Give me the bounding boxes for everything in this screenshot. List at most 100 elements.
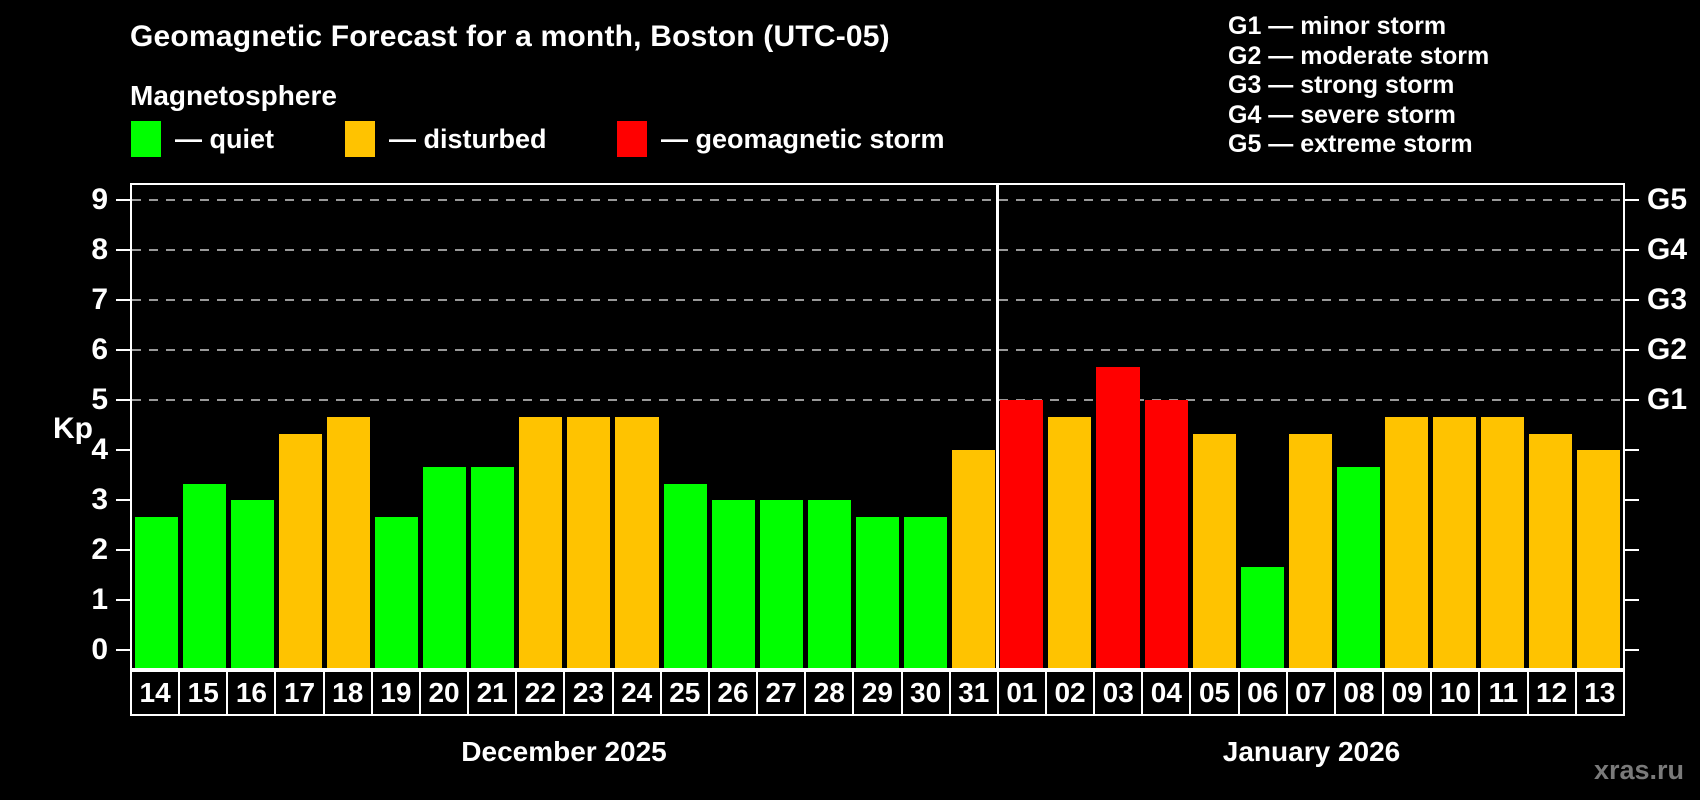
date-cell-27: 27 — [756, 672, 804, 714]
date-cell-14: 14 — [139, 677, 171, 708]
bar-december-17 — [278, 433, 322, 668]
bar-january-02 — [1048, 416, 1092, 668]
quiet-color-swatch — [131, 121, 161, 157]
left-tick-kp8 — [116, 249, 130, 251]
g-scale-line-3: G3 — strong storm — [1228, 71, 1455, 99]
date-cell-13: 13 — [1574, 672, 1623, 714]
bar-january-09 — [1385, 416, 1429, 668]
y-axis-label-1: 1 — [91, 583, 108, 616]
right-tick-kp7 — [1625, 299, 1639, 301]
y-axis-label-9: 9 — [91, 183, 108, 216]
date-cell-06: 06 — [1237, 672, 1286, 714]
right-axis-label-g1: G1 — [1647, 383, 1688, 416]
date-cell-11: 11 — [1478, 672, 1526, 714]
date-cell-15: 15 — [178, 672, 226, 714]
right-axis-label-g4: G4 — [1647, 233, 1688, 266]
right-tick-kp0 — [1625, 649, 1639, 651]
right-axis-label-g3: G3 — [1647, 283, 1688, 316]
date-cell-10: 10 — [1430, 672, 1478, 714]
g-scale-line-5: G5 — extreme storm — [1228, 130, 1473, 158]
left-tick-kp6 — [116, 349, 130, 351]
date-cell-19: 19 — [370, 672, 419, 714]
bar-january-13 — [1577, 450, 1621, 668]
bar-january-03 — [1096, 366, 1140, 668]
bar-january-06 — [1240, 566, 1284, 668]
plot-area — [130, 183, 1625, 670]
right-tick-kp4 — [1625, 449, 1639, 451]
bar-january-04 — [1144, 400, 1188, 668]
state-legend: — quiet — disturbed — geomagnetic storm — [130, 119, 1030, 159]
date-cell-21: 21 — [467, 672, 515, 714]
bar-december-22 — [519, 416, 563, 668]
legend-label-storm: — geomagnetic storm — [661, 123, 945, 154]
bar-december-14 — [134, 516, 178, 668]
date-cell-29: 29 — [852, 672, 900, 714]
date-cell-05: 05 — [1189, 672, 1237, 714]
bar-december-19 — [374, 516, 419, 668]
date-cell-25: 25 — [659, 672, 708, 714]
gridline-kp5 — [132, 399, 1623, 401]
bar-december-21 — [471, 466, 515, 668]
bar-december-28 — [807, 500, 851, 668]
chart-title: Geomagnetic Forecast for a month, Boston… — [130, 20, 890, 53]
bar-december-30 — [904, 516, 948, 668]
watermark: xras.ru — [1593, 755, 1684, 785]
bar-january-11 — [1481, 416, 1525, 668]
date-cell-22: 22 — [515, 672, 563, 714]
right-tick-kp8 — [1625, 249, 1639, 251]
date-cell-09: 09 — [1382, 672, 1430, 714]
storm-color-swatch — [617, 121, 647, 157]
y-axis-label-8: 8 — [91, 233, 108, 266]
right-tick-kp2 — [1625, 549, 1639, 551]
bar-december-24 — [615, 416, 659, 668]
bar-january-05 — [1192, 433, 1236, 668]
month-label-1: December 2025 — [461, 736, 667, 767]
legend-label-quiet: — quiet — [175, 123, 274, 154]
y-axis-title: Kp — [53, 412, 93, 445]
left-tick-kp2 — [116, 549, 130, 551]
month-label-2: January 2026 — [1222, 736, 1401, 767]
left-tick-kp4 — [116, 449, 130, 451]
right-axis-label-g5: G5 — [1647, 183, 1688, 216]
bar-january-01 — [1000, 400, 1044, 668]
bar-december-26 — [711, 500, 755, 668]
date-cell-18: 18 — [322, 672, 371, 714]
bar-december-25 — [663, 483, 707, 668]
y-axis-label-0: 0 — [91, 633, 108, 666]
y-axis-label-5: 5 — [91, 383, 108, 416]
y-axis-label-2: 2 — [91, 533, 108, 566]
bar-december-31 — [952, 450, 996, 668]
date-cell-30: 30 — [900, 672, 949, 714]
bar-january-12 — [1529, 433, 1573, 668]
date-cell-16: 16 — [226, 672, 274, 714]
bar-january-07 — [1288, 433, 1332, 668]
right-tick-kp1 — [1625, 599, 1639, 601]
chart-subtitle: Magnetosphere — [130, 80, 337, 111]
bar-january-08 — [1336, 466, 1380, 668]
right-tick-kp6 — [1625, 349, 1639, 351]
bar-december-15 — [182, 483, 226, 668]
month-separator — [996, 185, 1000, 668]
right-tick-kp9 — [1625, 199, 1639, 201]
y-axis-label-4: 4 — [91, 433, 108, 466]
date-cell-31: 31 — [948, 672, 997, 714]
disturbed-color-swatch — [345, 121, 375, 157]
g-scale-line-1: G1 — minor storm — [1228, 12, 1447, 40]
g-scale-line-4: G4 — severe storm — [1228, 100, 1456, 129]
y-axis-label-7: 7 — [91, 283, 108, 316]
date-axis: 14 15 16 17 18 19 20 21 22 23 24 25 26 27 28 29 30 31 01 02… — [130, 670, 1625, 716]
date-cell-04: 04 — [1141, 672, 1189, 714]
date-cell-23: 23 — [563, 672, 611, 714]
date-cell-07: 07 — [1285, 672, 1334, 714]
date-cell-28: 28 — [804, 672, 852, 714]
gridline-kp6 — [132, 349, 1623, 351]
date-cell-08: 08 — [1333, 672, 1382, 714]
right-tick-kp3 — [1625, 499, 1639, 501]
date-cell-03: 03 — [1093, 672, 1141, 714]
right-axis-label-g2: G2 — [1647, 333, 1688, 366]
left-tick-kp1 — [116, 599, 130, 601]
left-tick-kp0 — [116, 649, 130, 651]
date-cell-26: 26 — [707, 672, 756, 714]
y-axis-label-3: 3 — [91, 483, 108, 516]
